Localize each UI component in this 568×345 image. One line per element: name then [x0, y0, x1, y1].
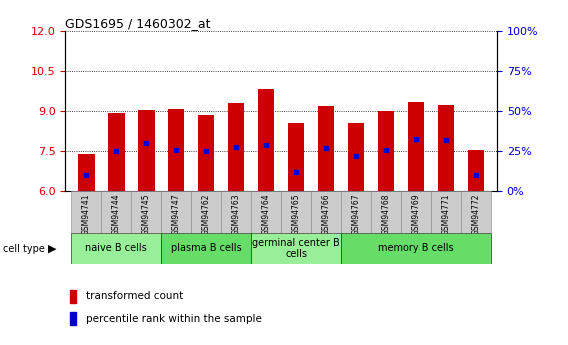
FancyBboxPatch shape: [221, 191, 251, 233]
Bar: [318, 106, 335, 191]
Text: ▶: ▶: [48, 244, 57, 254]
FancyBboxPatch shape: [311, 191, 341, 233]
FancyBboxPatch shape: [72, 191, 101, 233]
Text: GSM94764: GSM94764: [262, 194, 271, 235]
Text: cell type: cell type: [3, 244, 45, 254]
FancyBboxPatch shape: [341, 233, 491, 264]
Bar: [468, 150, 485, 191]
Bar: [138, 110, 154, 191]
FancyBboxPatch shape: [161, 233, 251, 264]
FancyBboxPatch shape: [341, 191, 371, 233]
FancyBboxPatch shape: [161, 191, 191, 233]
FancyBboxPatch shape: [72, 233, 161, 264]
Bar: [108, 112, 124, 191]
Text: GSM94768: GSM94768: [382, 194, 391, 235]
Text: GSM94765: GSM94765: [291, 194, 300, 235]
Bar: [438, 105, 454, 191]
Text: GSM94741: GSM94741: [82, 194, 91, 235]
Bar: [258, 89, 274, 191]
Text: GSM94763: GSM94763: [232, 194, 241, 235]
Bar: [288, 123, 304, 191]
Bar: [198, 115, 215, 191]
Bar: [70, 312, 76, 325]
FancyBboxPatch shape: [461, 191, 491, 233]
FancyBboxPatch shape: [251, 191, 281, 233]
Text: GSM94744: GSM94744: [112, 194, 121, 235]
FancyBboxPatch shape: [251, 233, 341, 264]
Text: naive B cells: naive B cells: [85, 244, 147, 253]
Bar: [378, 111, 394, 191]
Bar: [78, 154, 94, 191]
Text: plasma B cells: plasma B cells: [171, 244, 241, 253]
FancyBboxPatch shape: [371, 191, 401, 233]
Text: germinal center B
cells: germinal center B cells: [252, 238, 340, 259]
Bar: [228, 103, 244, 191]
Text: GSM94772: GSM94772: [471, 194, 481, 235]
Bar: [408, 102, 424, 191]
FancyBboxPatch shape: [401, 191, 431, 233]
FancyBboxPatch shape: [191, 191, 221, 233]
FancyBboxPatch shape: [281, 191, 311, 233]
Text: GSM94766: GSM94766: [321, 194, 331, 235]
Text: transformed count: transformed count: [86, 292, 183, 302]
Text: GSM94771: GSM94771: [441, 194, 450, 235]
Text: GSM94747: GSM94747: [172, 194, 181, 235]
Bar: [168, 109, 185, 191]
Bar: [348, 123, 364, 191]
Text: GDS1695 / 1460302_at: GDS1695 / 1460302_at: [65, 17, 211, 30]
Text: memory B cells: memory B cells: [378, 244, 454, 253]
FancyBboxPatch shape: [431, 191, 461, 233]
Text: GSM94769: GSM94769: [412, 194, 420, 235]
Text: GSM94762: GSM94762: [202, 194, 211, 235]
Bar: [70, 290, 76, 303]
Text: GSM94745: GSM94745: [142, 194, 151, 235]
Text: percentile rank within the sample: percentile rank within the sample: [86, 314, 262, 324]
Text: GSM94767: GSM94767: [352, 194, 361, 235]
FancyBboxPatch shape: [131, 191, 161, 233]
FancyBboxPatch shape: [101, 191, 131, 233]
